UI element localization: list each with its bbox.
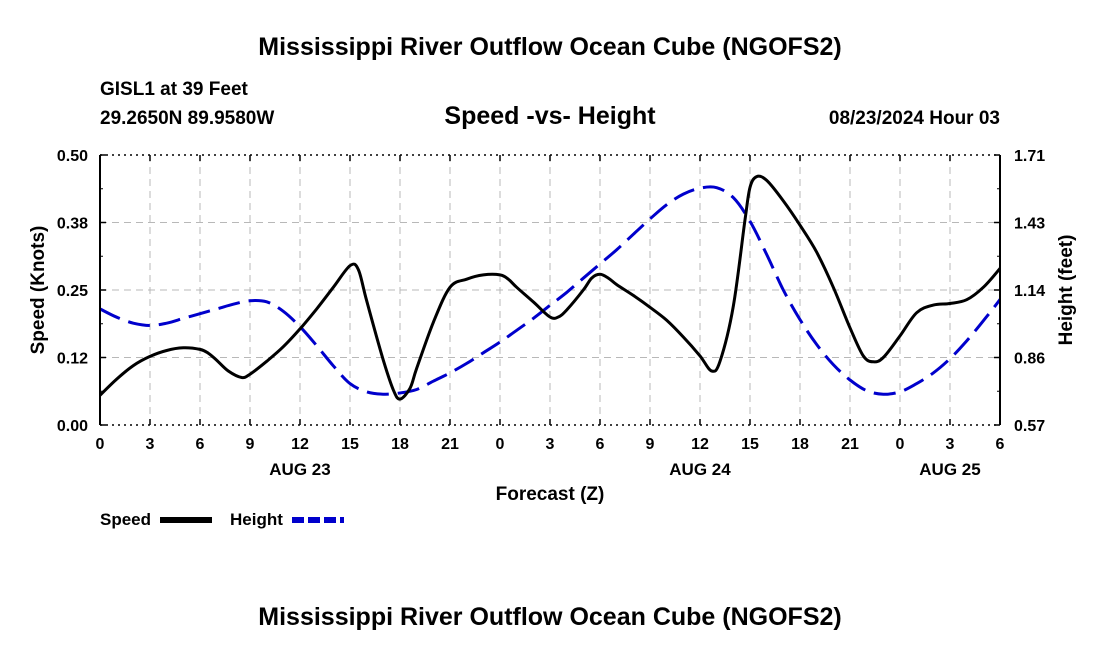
y-tick-label: 0.12: [57, 351, 88, 368]
x-tick-label: 3: [146, 436, 155, 453]
x-tick-label: 12: [291, 436, 309, 453]
date-label: AUG 25: [919, 460, 980, 479]
y-tick-label: 0.50: [57, 148, 88, 165]
legend: Speed Height: [100, 510, 344, 529]
x-tick-label: 15: [741, 436, 759, 453]
page-title: Mississippi River Outflow Ocean Cube (NG…: [258, 33, 841, 61]
date-label: AUG 23: [269, 460, 330, 479]
forecast-datetime: 08/23/2024 Hour 03: [829, 108, 1000, 129]
x-tick-label: 18: [391, 436, 409, 453]
x-tick-label: 15: [341, 436, 359, 453]
series-layer: [100, 174, 1000, 401]
station-coordinates: 29.2650N 89.9580W: [100, 108, 274, 129]
footer-title: Mississippi River Outflow Ocean Cube (NG…: [258, 603, 841, 631]
y2-tick-label: 1.43: [1014, 216, 1045, 233]
y-tick-label: 0.00: [57, 418, 88, 435]
station-label: GISL1 at 39 Feet: [100, 79, 249, 100]
height-series-line: [100, 185, 1000, 396]
y2-tick-label: 0.86: [1014, 351, 1045, 368]
y2-tick-label: 1.71: [1014, 148, 1045, 165]
x-tick-label: 9: [646, 436, 655, 453]
x-tick-label: 0: [96, 436, 105, 453]
date-label: AUG 24: [669, 460, 731, 479]
x-tick-label: 0: [496, 436, 505, 453]
y-tick-label: 0.38: [57, 216, 88, 233]
speed-series-line: [100, 174, 1000, 401]
x-tick-label: 9: [246, 436, 255, 453]
y2-tick-label: 0.57: [1014, 418, 1045, 435]
x-tick-label: 21: [841, 436, 859, 453]
x-axis-label: Forecast (Z): [496, 484, 605, 505]
x-tick-label: 12: [691, 436, 709, 453]
x-tick-label: 0: [896, 436, 905, 453]
axes: 0 3 6 9 12 15 18 21 0 3 6 9 12 15 18 21 0 3 6 0.00 0.57 0.12 0…: [57, 148, 1045, 479]
legend-height-label: Height: [230, 510, 283, 529]
legend-speed-label: Speed: [100, 510, 151, 529]
y2-tick-label: 1.14: [1014, 283, 1045, 300]
x-tick-label: 6: [596, 436, 605, 453]
y-tick-label: 0.25: [57, 283, 88, 300]
y-axis-label: Speed (Knots): [28, 226, 49, 355]
x-tick-label: 3: [946, 436, 955, 453]
chart-subtitle: Speed -vs- Height: [444, 102, 656, 130]
x-tick-label: 6: [196, 436, 205, 453]
y2-axis-label: Height (feet): [1056, 235, 1077, 346]
x-tick-label: 21: [441, 436, 459, 453]
x-tick-label: 3: [546, 436, 555, 453]
x-tick-label: 6: [996, 436, 1005, 453]
grid: [100, 155, 1000, 425]
x-tick-label: 18: [791, 436, 809, 453]
